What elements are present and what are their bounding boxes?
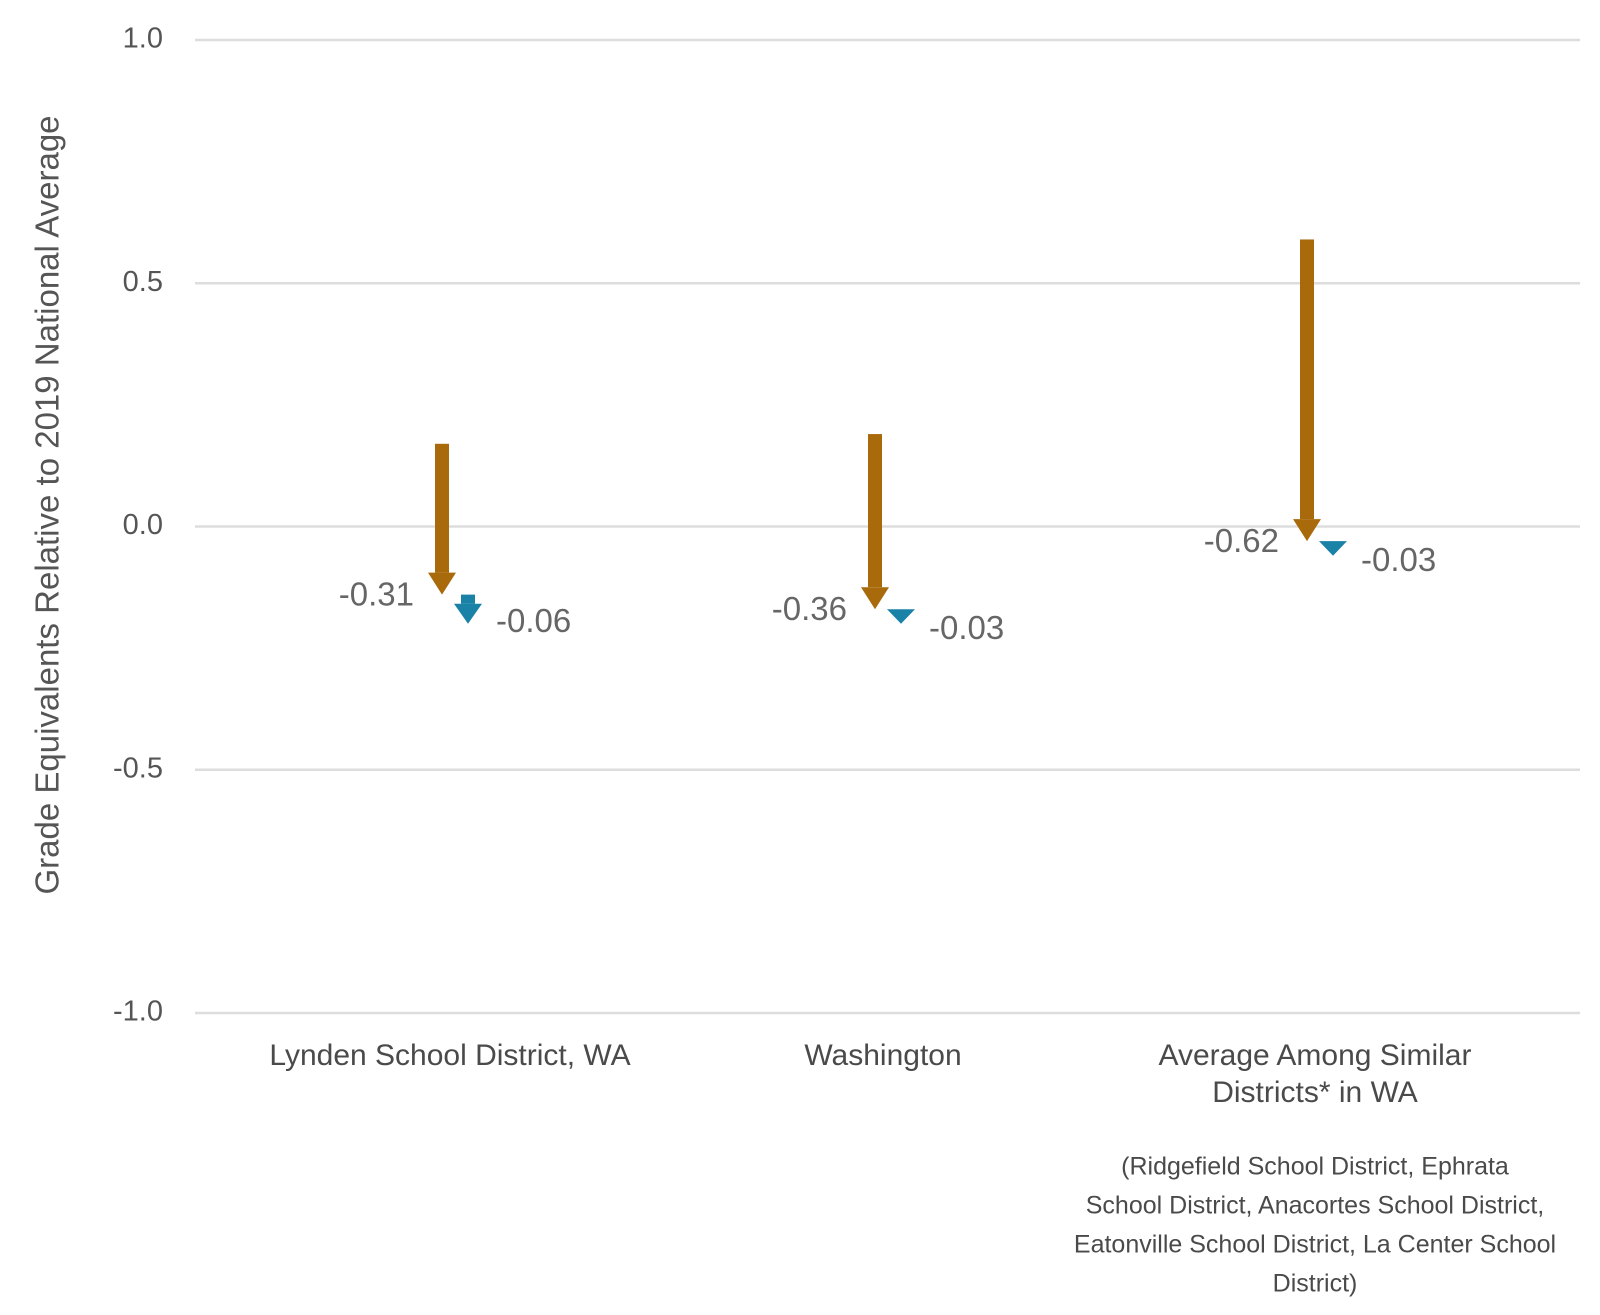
y-axis-label: Grade Equivalents Relative to 2019 Natio… — [29, 115, 66, 894]
category-note: (Ridgefield School District, Ephrata — [1121, 1153, 1509, 1181]
first-change-label: -0.31 — [339, 575, 414, 612]
second-change-arrow — [454, 594, 482, 624]
category-note: School District, Anacortes School Distri… — [1086, 1192, 1545, 1220]
x-axis-categories: Lynden School District, WA Washington Aver… — [269, 1039, 1556, 1298]
first-change-arrow-shaft — [1300, 239, 1314, 520]
second-change-arrow-head — [1319, 541, 1347, 556]
y-tick-label: -0.5 — [113, 752, 163, 784]
y-tick-label: 1.0 — [123, 23, 163, 55]
second-change-arrow — [1319, 541, 1347, 556]
y-axis-ticks: 1.0 0.5 0.0 -0.5 -1.0 — [113, 23, 163, 1028]
second-change-arrow-shaft — [461, 594, 475, 604]
y-tick-label: 0.0 — [123, 509, 163, 541]
gridlines — [195, 38, 1580, 1015]
first-change-arrow-head — [428, 572, 456, 595]
second-change-arrow-head — [454, 603, 482, 624]
category-label: Lynden School District, WA — [269, 1039, 630, 1072]
category-note: Eatonville School District, La Center Sc… — [1074, 1231, 1556, 1259]
second-change-arrow-head — [887, 609, 915, 624]
first-change-arrow — [861, 434, 889, 610]
second-change-label: -0.03 — [1361, 541, 1436, 578]
first-change-arrow-head — [861, 587, 889, 610]
first-change-arrow — [1293, 239, 1321, 542]
first-change-arrow — [428, 443, 456, 595]
first-change-label: -0.62 — [1204, 522, 1279, 559]
second-change-arrow — [887, 609, 915, 624]
category-label: Average Among Similar — [1159, 1039, 1472, 1072]
y-tick-label: 0.5 — [123, 266, 163, 298]
arrow-marks: -0.31 -0.06 -0.36 -0.03 -0.62 -0.03 — [339, 239, 1436, 646]
category-note: District) — [1273, 1270, 1358, 1298]
second-change-label: -0.06 — [496, 602, 571, 639]
first-change-label: -0.36 — [772, 590, 847, 627]
y-tick-label: -1.0 — [113, 996, 163, 1028]
first-change-arrow-head — [1293, 519, 1321, 542]
category-label: Washington — [804, 1039, 961, 1072]
category-label: Districts* in WA — [1212, 1076, 1418, 1109]
first-change-arrow-shaft — [435, 443, 449, 573]
second-change-label: -0.03 — [929, 609, 1004, 646]
first-change-arrow-shaft — [868, 434, 882, 588]
